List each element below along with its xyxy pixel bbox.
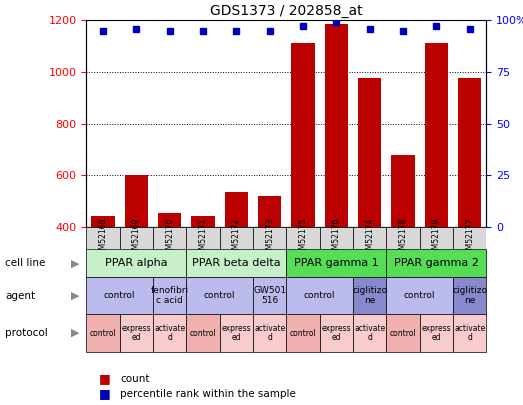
Bar — [386, 314, 419, 352]
Text: control: control — [404, 291, 436, 300]
Bar — [386, 227, 419, 249]
Text: GSM52172: GSM52172 — [232, 217, 241, 258]
Text: GSM52171: GSM52171 — [199, 217, 208, 258]
Title: GDS1373 / 202858_at: GDS1373 / 202858_at — [210, 4, 362, 18]
Text: percentile rank within the sample: percentile rank within the sample — [120, 389, 296, 399]
Text: PPAR alpha: PPAR alpha — [105, 258, 167, 268]
Bar — [453, 277, 486, 314]
Text: activate
d: activate d — [254, 324, 286, 343]
Text: express
ed: express ed — [322, 324, 351, 343]
Text: express
ed: express ed — [422, 324, 451, 343]
Text: express
ed: express ed — [121, 324, 151, 343]
Text: GSM52177: GSM52177 — [465, 217, 474, 259]
Bar — [358, 78, 381, 227]
Bar — [287, 227, 320, 249]
Text: GSM52175: GSM52175 — [299, 217, 308, 259]
Text: protocol: protocol — [5, 328, 48, 338]
Bar — [186, 249, 287, 277]
Bar — [120, 227, 153, 249]
Bar — [419, 314, 453, 352]
Text: control: control — [104, 291, 135, 300]
Bar — [353, 314, 386, 352]
Text: cell line: cell line — [5, 258, 46, 268]
Bar — [120, 314, 153, 352]
Bar — [158, 213, 181, 227]
Text: ▶: ▶ — [71, 291, 79, 301]
Bar — [153, 277, 186, 314]
Text: control: control — [89, 328, 116, 338]
Text: GSM52168: GSM52168 — [98, 217, 107, 258]
Bar — [86, 277, 153, 314]
Text: activate
d: activate d — [454, 324, 485, 343]
Text: GSM52173: GSM52173 — [265, 217, 274, 259]
Text: PPAR gamma 2: PPAR gamma 2 — [394, 258, 479, 268]
Text: GSM52174: GSM52174 — [365, 217, 374, 259]
Text: control: control — [390, 328, 416, 338]
Bar — [220, 227, 253, 249]
Bar — [186, 314, 220, 352]
Text: GSM52178: GSM52178 — [399, 217, 407, 258]
Text: GSM52179: GSM52179 — [432, 217, 441, 259]
Bar — [287, 314, 320, 352]
Bar — [191, 217, 214, 227]
Bar — [325, 24, 348, 227]
Bar — [453, 227, 486, 249]
Bar — [253, 314, 287, 352]
Text: agent: agent — [5, 291, 36, 301]
Text: PPAR gamma 1: PPAR gamma 1 — [294, 258, 379, 268]
Bar — [253, 227, 287, 249]
Text: GSM52169: GSM52169 — [132, 217, 141, 259]
Text: ■: ■ — [99, 387, 111, 400]
Bar — [153, 227, 186, 249]
Text: control: control — [190, 328, 217, 338]
Bar — [86, 314, 120, 352]
Bar — [220, 314, 253, 352]
Bar — [258, 196, 281, 227]
Bar — [320, 227, 353, 249]
Text: ■: ■ — [99, 372, 111, 385]
Bar — [186, 277, 253, 314]
Bar — [186, 227, 220, 249]
Bar — [353, 227, 386, 249]
Bar — [153, 314, 186, 352]
Bar — [124, 175, 148, 227]
Text: express
ed: express ed — [222, 324, 251, 343]
Bar — [86, 227, 120, 249]
Bar — [291, 43, 315, 227]
Bar — [419, 227, 453, 249]
Bar — [458, 78, 481, 227]
Bar — [425, 43, 448, 227]
Text: ciglitizo
ne: ciglitizo ne — [352, 286, 387, 305]
Text: control: control — [304, 291, 335, 300]
Text: activate
d: activate d — [154, 324, 185, 343]
Text: control: control — [204, 291, 235, 300]
Text: PPAR beta delta: PPAR beta delta — [192, 258, 281, 268]
Bar — [391, 154, 415, 227]
Bar — [386, 277, 453, 314]
Bar — [287, 249, 386, 277]
Bar — [320, 314, 353, 352]
Text: control: control — [290, 328, 316, 338]
Bar — [287, 277, 353, 314]
Bar — [86, 249, 186, 277]
Text: GSM52176: GSM52176 — [332, 217, 341, 259]
Text: count: count — [120, 374, 150, 384]
Text: ciglitizo
ne: ciglitizo ne — [452, 286, 487, 305]
Text: activate
d: activate d — [354, 324, 385, 343]
Bar — [353, 277, 386, 314]
Text: GSM52170: GSM52170 — [165, 217, 174, 259]
Bar — [386, 249, 486, 277]
Text: GW501
516: GW501 516 — [253, 286, 286, 305]
Bar — [92, 217, 115, 227]
Bar — [453, 314, 486, 352]
Bar — [253, 277, 287, 314]
Bar — [225, 192, 248, 227]
Text: ▶: ▶ — [71, 328, 79, 338]
Text: ▶: ▶ — [71, 258, 79, 268]
Text: fenofibri
c acid: fenofibri c acid — [151, 286, 189, 305]
